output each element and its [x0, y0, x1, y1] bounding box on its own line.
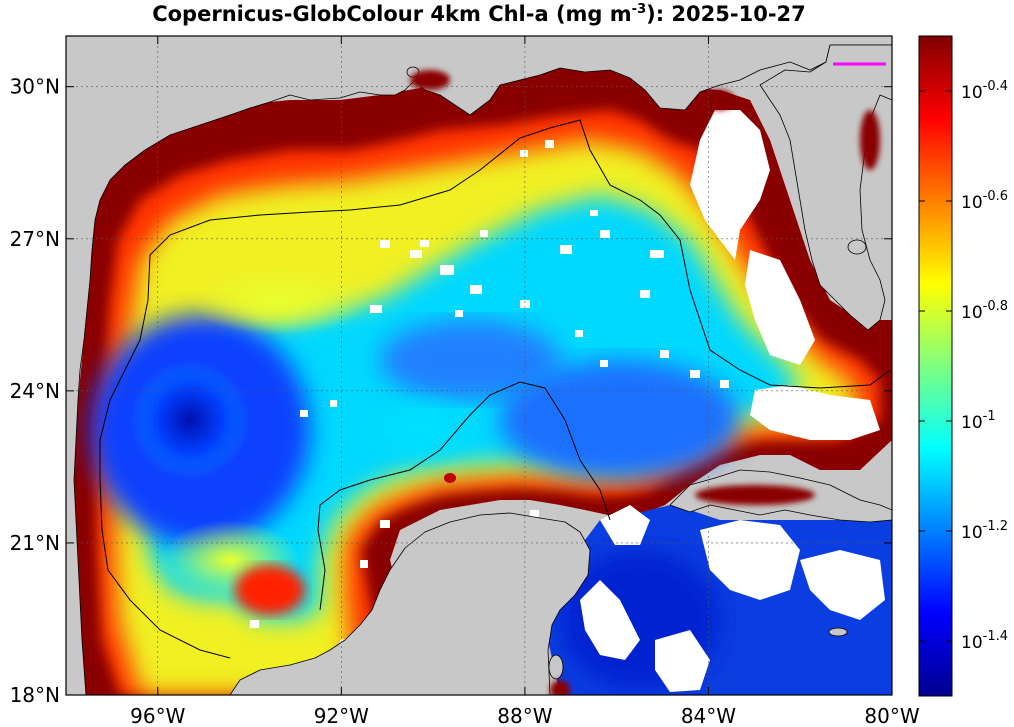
lon-tick-label: 96°W — [130, 704, 185, 727]
colorbar-tick-exponent: -1.4 — [983, 629, 1008, 644]
colorbar-tick-exponent: -1.2 — [983, 519, 1008, 534]
coastal-red-fringe — [410, 70, 880, 695]
colorbar-tick-base: 10 — [961, 523, 983, 543]
land-masses — [66, 36, 892, 695]
mexico-cuba-eez-line — [317, 381, 611, 611]
ocean-red-patch-small — [444, 473, 456, 483]
colorbar-tick-base: 10 — [961, 633, 983, 653]
colorbar-tick-base: 10 — [961, 413, 983, 433]
land-island-1 — [847, 239, 867, 255]
map-title: Copernicus-GlobColour 4km Chl-a (mg m-3)… — [66, 2, 892, 26]
colorbar-tick-exponent: -0.6 — [983, 189, 1008, 204]
eez-boundaries — [99, 119, 891, 659]
colorbar-tick-label: 10-0.8 — [961, 299, 1008, 323]
lat-tick-label: 27°N — [10, 227, 60, 251]
ocean-red-patch-sw — [235, 565, 305, 615]
colorbar-tick-base: 10 — [961, 303, 983, 323]
cloud-missing-data — [250, 110, 885, 692]
map-area — [66, 36, 892, 695]
ocean-central-blue — [380, 320, 560, 400]
lat-tick-label: 24°N — [10, 379, 60, 403]
ocean-western-dark-core — [130, 360, 250, 480]
title-suffix: ): 2025-10-27 — [646, 2, 806, 26]
lat-tick-label: 18°N — [10, 683, 60, 707]
colorbar-gradient — [918, 35, 953, 697]
lat-tick-label: 21°N — [10, 531, 60, 555]
colorbar-tick-exponent: -0.4 — [983, 79, 1008, 94]
colorbar-tick-label: 10-0.4 — [961, 79, 1008, 103]
colorbar-tick-label: 10-1.4 — [961, 629, 1008, 653]
land-island-2 — [828, 627, 848, 637]
land-island-3 — [548, 654, 564, 680]
title-prefix: Copernicus-GlobColour 4km Chl-a (mg m — [152, 2, 632, 26]
lon-tick-label: 88°W — [497, 704, 552, 727]
colorbar-tick-label: 10-1.2 — [961, 519, 1008, 543]
colorbar-tick-label: 10-1 — [961, 409, 996, 433]
colorbar-ticks: 10-0.410-0.610-0.810-110-1.210-1.4 — [919, 79, 1008, 653]
us-eez-line — [149, 119, 891, 389]
colorbar-tick-exponent: -0.8 — [983, 299, 1008, 314]
ocean-east-blue — [500, 360, 740, 480]
land-mexico-south — [229, 512, 591, 695]
map-axis-ticks — [66, 36, 893, 696]
mexico-eez-line — [99, 254, 231, 659]
land-us-north-coast — [66, 36, 892, 695]
ocean-cyan-patch-1 — [350, 390, 490, 470]
lat-tick-label: 30°N — [10, 75, 60, 99]
lon-tick-label: 92°W — [314, 704, 369, 727]
title-exponent: -3 — [631, 2, 647, 17]
ocean-yellow-patch-1 — [190, 265, 370, 335]
map-frame — [65, 35, 893, 696]
colorbar-tick-base: 10 — [961, 83, 983, 103]
colorbar-tick-base: 10 — [961, 193, 983, 213]
map-axis-labels: 96°W 92°W 88°W 84°W 80°W 30°N 27°N 24°N 21°N 18°N — [10, 75, 920, 727]
colorbar-tick-label: 10-0.6 — [961, 189, 1008, 213]
colorbar-tick-exponent: -1 — [983, 409, 996, 424]
lon-tick-label: 80°W — [864, 704, 919, 727]
lon-tick-label: 84°W — [681, 704, 736, 727]
